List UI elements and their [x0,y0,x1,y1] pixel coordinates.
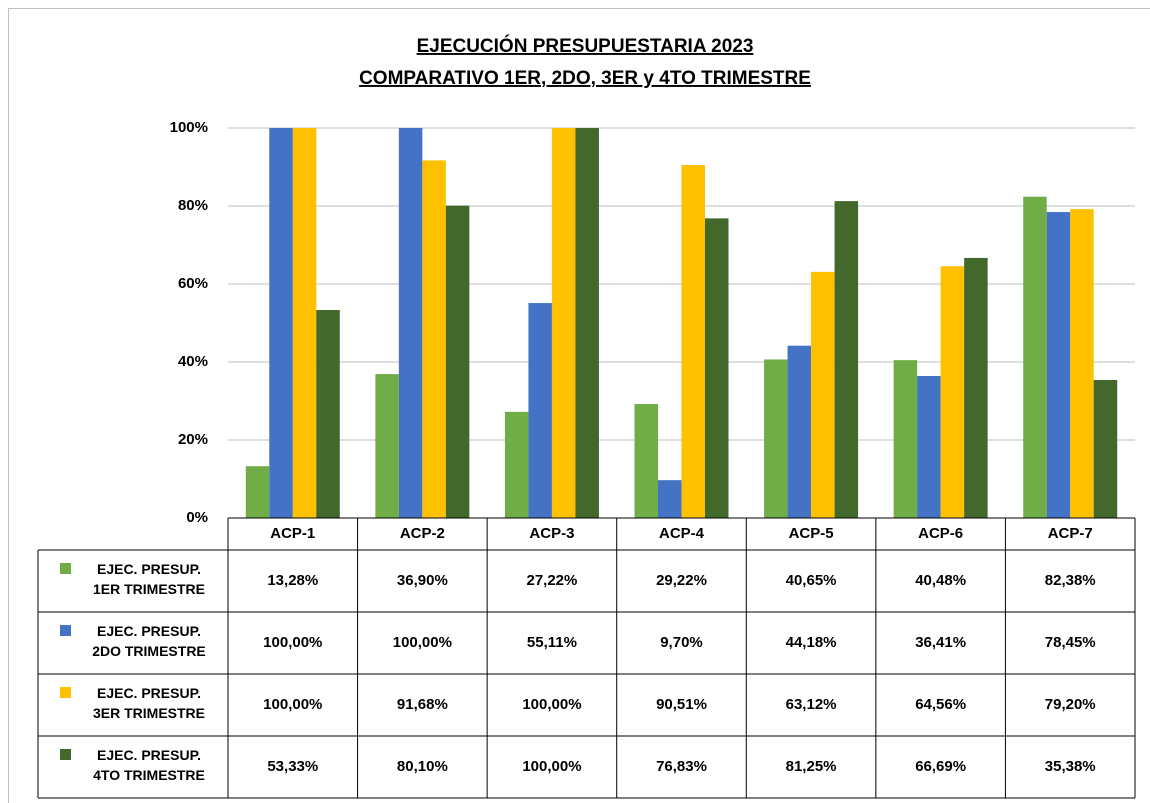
bar [1070,209,1094,518]
bar [705,218,729,518]
bar [917,376,941,518]
legend-label: EJEC. PRESUP. 2DO TRIMESTRE [92,623,206,659]
bar [375,374,399,518]
chart-border [8,8,1150,803]
value-label: 79,20% [1045,696,1096,713]
value-label: 9,70% [660,634,703,651]
value-label: 40,65% [786,572,837,589]
legend-swatch [60,625,71,636]
value-label: 35,38% [1045,758,1096,775]
bar [528,303,552,518]
bar [634,404,658,518]
bar [681,165,705,519]
value-label: 91,68% [397,696,448,713]
bar [964,257,988,518]
bar [1023,196,1047,518]
y-tick-label: 100% [170,119,208,136]
bar [940,266,965,518]
value-label: 100,00% [522,696,581,713]
value-label: 44,18% [786,634,837,651]
value-label: 13,28% [267,572,318,589]
value-label: 100,00% [263,634,322,651]
legend-swatch [60,687,71,698]
value-label: 40,48% [915,572,966,589]
bar [269,128,293,518]
bar [1093,380,1118,518]
value-label: 55,11% [527,634,577,651]
value-label: 27,22% [526,572,577,589]
bar [292,128,317,518]
bar [445,205,470,519]
y-tick-label: 40% [178,353,208,370]
value-label: 64,56% [915,696,966,713]
x-tick-label: ACP-1 [270,525,315,542]
bar [811,271,835,518]
bar [787,345,812,518]
bar [834,201,859,518]
value-label: 81,25% [786,758,837,775]
x-tick-label: ACP-6 [918,525,963,542]
value-label: 53,33% [267,758,318,775]
value-label: 82,38% [1045,572,1096,589]
bar [575,128,599,518]
x-tick-label: ACP-5 [789,525,834,542]
y-tick-label: 20% [178,431,208,448]
y-tick-label: 60% [178,275,208,292]
bar [764,359,788,518]
legend-label: EJEC. PRESUP. 1ER TRIMESTRE [92,561,205,597]
bar [551,128,576,518]
x-tick-label: ACP-3 [529,525,574,542]
bar [504,411,529,518]
legend-label: EJEC. PRESUP. 4TO TRIMESTRE [93,747,205,783]
value-label: 90,51% [656,696,707,713]
value-label: 63,12% [786,696,837,713]
value-label: 100,00% [263,696,322,713]
y-tick-label: 80% [178,197,208,214]
bar [658,480,682,518]
value-label: 78,45% [1045,634,1096,651]
bar [422,160,446,518]
y-tick-label: 0% [186,509,208,526]
x-tick-label: ACP-4 [659,525,705,542]
chart-title: EJECUCIÓN PRESUPUESTARIA 2023 [417,35,754,57]
bar [1046,212,1071,519]
x-tick-label: ACP-7 [1048,525,1093,542]
value-label: 100,00% [522,758,581,775]
bar [893,360,918,518]
legend-label: EJEC. PRESUP. 3ER TRIMESTRE [92,685,205,721]
value-label: 76,83% [656,758,707,775]
value-label: 29,22% [656,572,707,589]
bar [398,128,423,518]
x-tick-label: ACP-2 [400,525,445,542]
bar [245,466,270,518]
bar [316,310,340,518]
legend-swatch [60,749,71,760]
chart-subtitle: COMPARATIVO 1ER, 2DO, 3ER y 4TO TRIMESTR… [359,68,811,89]
value-label: 66,69% [915,758,966,775]
value-label: 36,90% [397,572,448,589]
value-label: 100,00% [393,634,452,651]
value-label: 80,10% [397,758,448,775]
legend-swatch [60,563,71,574]
value-label: 36,41% [915,634,966,651]
